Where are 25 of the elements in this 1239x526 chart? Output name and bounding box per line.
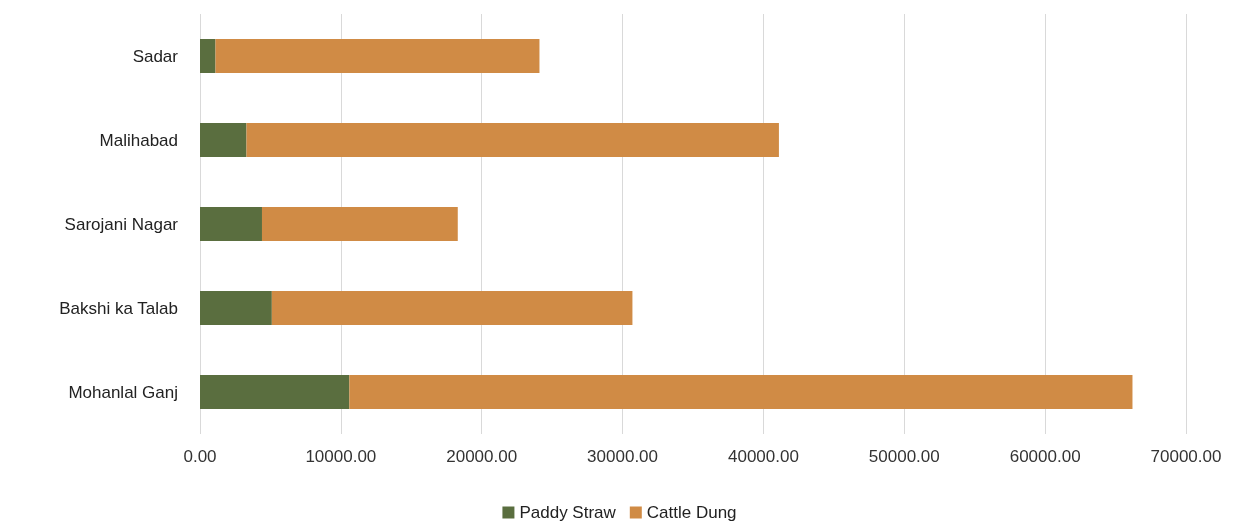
bar [200,375,350,409]
y-tick-label: Bakshi ka Talab [59,298,178,318]
bar [200,123,247,157]
legend-label: Paddy Straw [519,503,617,522]
x-tick-label: 50000.00 [868,447,940,466]
bar [246,123,779,157]
y-tick-label: Sarojani Nagar [64,214,179,234]
legend-label: Cattle Dung [646,503,737,522]
x-tick-label: 10000.00 [305,447,377,466]
y-tick-label: Mohanlal Ganj [68,382,178,402]
bar [349,375,1133,409]
bar [200,291,272,325]
y-tick-label: Sadar [132,46,179,66]
bar [200,207,262,241]
bar [215,39,540,73]
bar [271,291,633,325]
x-tick-label: 30000.00 [587,447,659,466]
bar [200,39,216,73]
x-tick-label: 40000.00 [727,447,799,466]
x-tick-label: 60000.00 [1009,447,1081,466]
x-tick-label: 0.00 [183,447,217,466]
y-tick-label: Malihabad [99,130,178,150]
bar [261,207,458,241]
x-tick-label: 70000.00 [1150,447,1222,466]
x-tick-label: 20000.00 [446,447,518,466]
